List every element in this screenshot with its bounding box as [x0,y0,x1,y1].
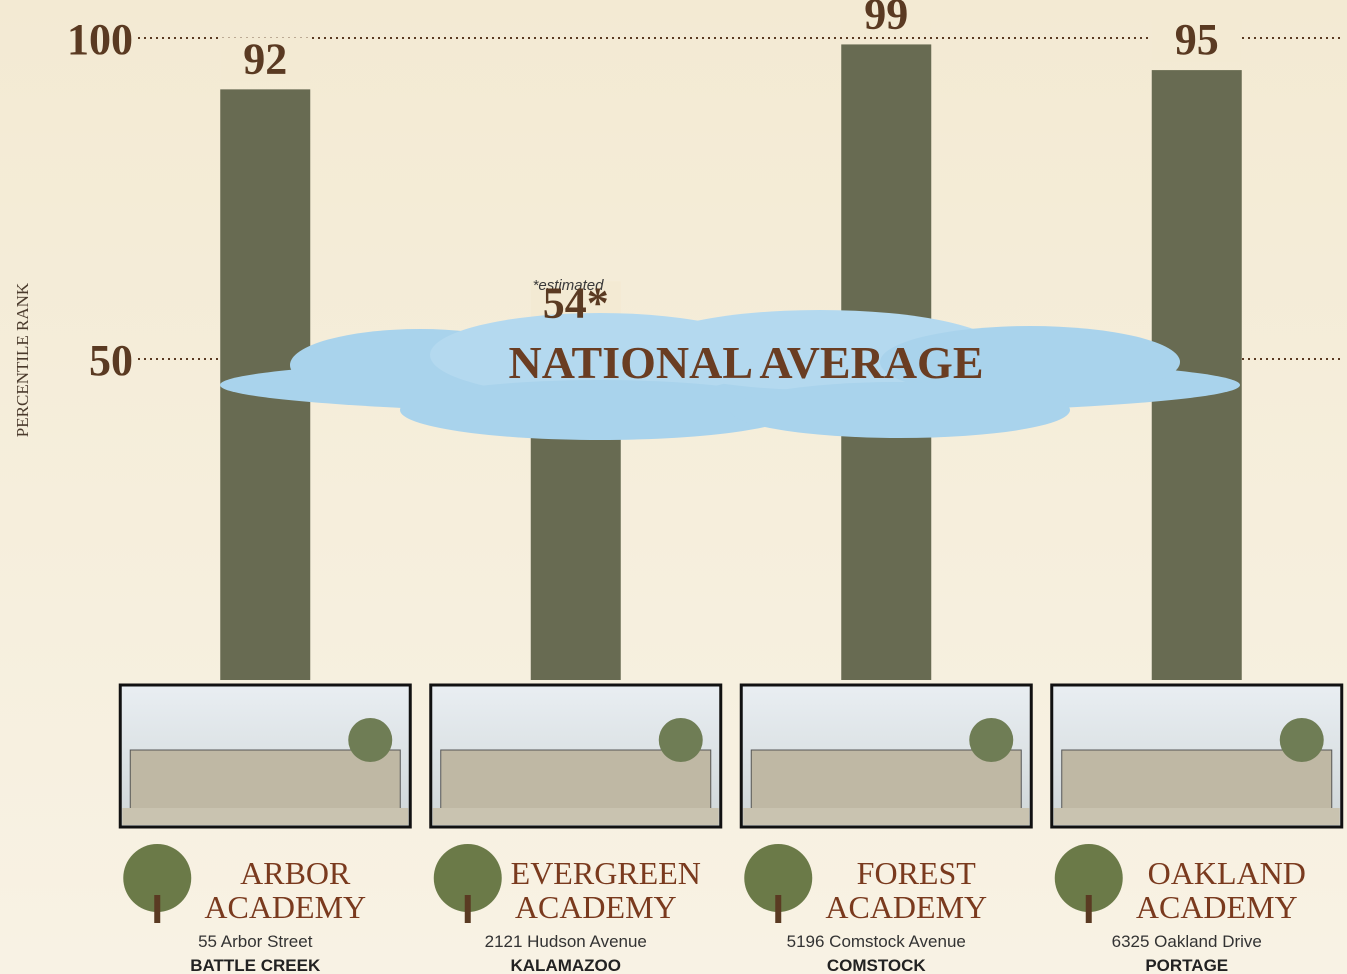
y-tick-label: 50 [89,336,133,385]
y-axis-label: PERCENTILE RANK [13,282,32,437]
school-address: 6325 Oakland Drive [1112,932,1262,951]
school-city: COMSTOCK [827,956,927,974]
value-label: 95 [1175,15,1219,64]
school-address: 2121 Hudson Avenue [485,932,647,951]
annotation: NATIONAL AVERAGE [508,337,983,388]
school-city: PORTAGE [1145,956,1228,974]
school-city: BATTLE CREEK [190,956,321,974]
value-label: 92 [243,34,287,83]
value-label: 99 [864,0,908,38]
tree [348,718,392,762]
school-ground [743,808,1029,825]
school-ground [433,808,719,825]
school-address: 55 Arbor Street [198,932,313,951]
tree-trunk [154,895,160,923]
school-address: 5196 Comstock Avenue [787,932,966,951]
school-ground [1054,808,1340,825]
tree [969,718,1013,762]
chart: PERCENTILE RANK 50100 NATIONAL AVERAGE *… [0,0,1347,974]
school-city: KALAMAZOO [511,956,621,974]
tree-trunk [465,895,471,923]
school-ground [122,808,408,825]
value-label: 54* [543,278,609,327]
tree-trunk [1086,895,1092,923]
tree [1280,718,1324,762]
tree [659,718,703,762]
tree-trunk [775,895,781,923]
y-tick-label: 100 [67,15,133,64]
